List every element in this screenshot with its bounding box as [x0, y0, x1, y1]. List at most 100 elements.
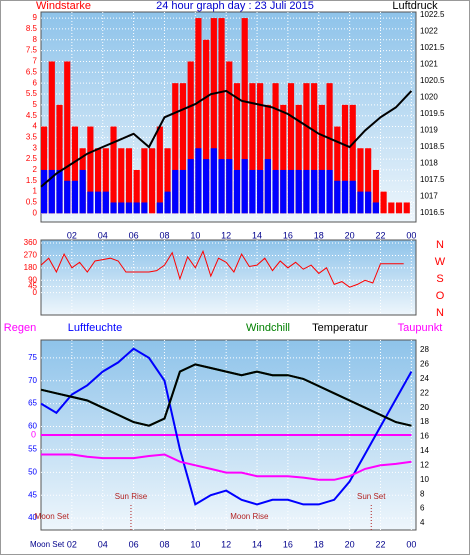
bar: [295, 104, 302, 214]
y2-tick-label: 1017.5: [420, 175, 445, 184]
y-tick-label: 180: [24, 263, 38, 272]
bar: [257, 169, 264, 214]
bar: [241, 159, 248, 214]
bar: [372, 169, 379, 214]
y3-tick-label: 0: [31, 429, 36, 439]
y2-tick-label: 1019: [420, 126, 438, 135]
bar: [326, 83, 333, 214]
bar: [133, 202, 140, 214]
y2-tick-label: 1019.5: [420, 109, 445, 118]
y2-tick-label: 1017: [420, 192, 438, 201]
y2-tick-label: 16: [420, 432, 429, 441]
bar: [210, 18, 217, 214]
y-tick-label: 8.5: [26, 24, 38, 33]
x-tick-label: 12: [221, 230, 231, 240]
x-tick-label: 20: [345, 230, 355, 240]
y2-tick-label: 1022: [420, 27, 438, 36]
y-axis-label: Windstarke: [36, 0, 91, 12]
x-tick-label: 04: [98, 230, 108, 240]
y-tick-label: 60: [28, 422, 37, 431]
bar: [272, 83, 279, 214]
bar: [395, 202, 403, 214]
x-tick-label: 00: [406, 539, 416, 549]
bar: [187, 159, 194, 214]
bar: [156, 126, 163, 214]
bar: [102, 191, 109, 214]
bar: [318, 104, 325, 214]
y-tick-label: 90: [28, 275, 37, 284]
plot-area: [40, 239, 417, 316]
y2-tick-label: 1020: [420, 93, 438, 102]
bar: [79, 169, 86, 214]
y-tick-label: 55: [28, 445, 37, 454]
y-tick-label: 1: [33, 187, 38, 196]
y2-tick-label: 22: [420, 388, 429, 397]
bar: [218, 159, 225, 214]
line: [40, 89, 413, 188]
bar: [218, 18, 225, 214]
compass-label: W: [435, 256, 446, 268]
bar: [233, 169, 241, 214]
bar: [110, 202, 117, 214]
x-tick-label: 14: [252, 539, 262, 549]
bar: [280, 104, 287, 214]
x-tick-label: 20: [345, 539, 355, 549]
compass-label: N: [436, 239, 444, 251]
x-tick-label: 04: [98, 539, 108, 549]
bar: [349, 180, 356, 214]
y-tick-label: 45: [28, 282, 37, 291]
bar: [71, 180, 79, 214]
y-tick-label: 6: [33, 78, 38, 87]
x-tick-label: 10: [190, 230, 200, 240]
x-tick-label: 10: [190, 539, 200, 549]
y2-tick-label: 1022.5: [420, 10, 445, 19]
bar: [372, 202, 379, 214]
bar: [141, 148, 148, 214]
y2-tick-label: 1021.5: [420, 43, 445, 52]
bar: [357, 148, 364, 214]
y2-tick-label: 1018.5: [420, 142, 445, 151]
y2-axis-label: Luftdruck: [392, 0, 438, 12]
y-tick-label: 75: [28, 353, 37, 362]
bar: [164, 191, 171, 214]
bar: [249, 169, 256, 214]
y-tick-label: 7: [33, 57, 38, 66]
bar: [257, 83, 264, 214]
bar: [87, 126, 94, 214]
bar: [287, 83, 295, 214]
y2-tick-label: 18: [420, 417, 429, 426]
bar: [64, 61, 71, 214]
bar: [311, 83, 318, 214]
line: [40, 347, 413, 506]
bar: [280, 169, 287, 214]
bar: [195, 18, 202, 214]
bar: [149, 148, 156, 214]
bar: [357, 191, 364, 214]
x-tick-label: 08: [159, 230, 169, 240]
x-tick-label: 00: [406, 230, 416, 240]
x-tick-label: 06: [129, 230, 139, 240]
bar: [41, 169, 48, 214]
bar: [334, 180, 341, 214]
y-tick-label: 270: [24, 251, 38, 260]
bar: [334, 126, 341, 214]
y2-tick-label: 14: [420, 446, 429, 455]
y2-tick-label: 26: [420, 360, 429, 369]
x-tick-label: 12: [221, 539, 231, 549]
y-tick-label: 65: [28, 399, 37, 408]
bar: [118, 202, 125, 214]
line: [40, 249, 404, 288]
legend-label: Windchill: [246, 322, 290, 334]
bar: [295, 169, 302, 214]
y2-tick-label: 8: [420, 489, 425, 498]
bar: [318, 169, 325, 214]
y-tick-label: 40: [28, 513, 37, 522]
bar: [95, 148, 102, 214]
bar: [110, 126, 117, 214]
bar: [226, 159, 233, 214]
y-tick-label: 5.5: [26, 89, 38, 98]
bar: [64, 180, 71, 214]
y2-tick-label: 28: [420, 345, 429, 354]
x-tick-label: 18: [314, 539, 324, 549]
bar: [156, 202, 163, 214]
